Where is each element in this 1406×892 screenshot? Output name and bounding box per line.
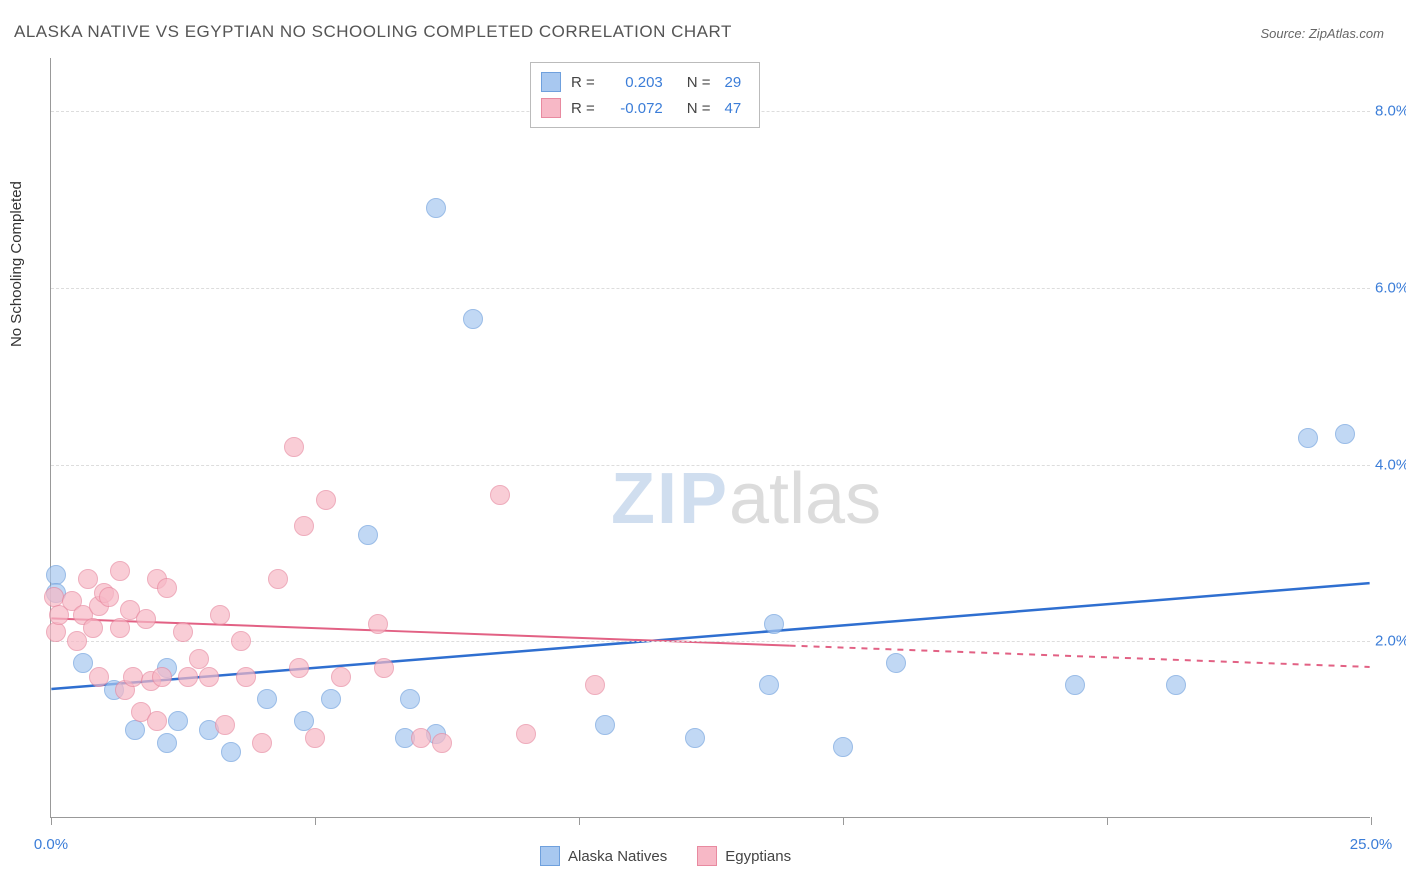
legend-n-label: N = — [687, 74, 711, 91]
source-attribution: Source: ZipAtlas.com — [1260, 26, 1384, 41]
data-point — [305, 728, 325, 748]
data-point — [368, 614, 388, 634]
data-point — [516, 724, 536, 744]
data-point — [432, 733, 452, 753]
x-tick — [315, 817, 316, 825]
data-point — [316, 490, 336, 510]
data-point — [231, 631, 251, 651]
legend-r-value: -0.072 — [609, 100, 663, 117]
data-point — [215, 715, 235, 735]
legend-row: R = -0.072 N = 47 — [541, 95, 745, 121]
data-point — [685, 728, 705, 748]
data-point — [210, 605, 230, 625]
legend-r-label: R = — [571, 74, 595, 91]
data-point — [125, 720, 145, 740]
legend-n-label: N = — [687, 100, 711, 117]
data-point — [257, 689, 277, 709]
legend-row: R = 0.203 N = 29 — [541, 69, 745, 95]
x-tick — [1371, 817, 1372, 825]
data-point — [595, 715, 615, 735]
series-legend-label: Egyptians — [725, 848, 791, 865]
series-legend: Alaska Natives Egyptians — [540, 846, 791, 866]
data-point — [1166, 675, 1186, 695]
data-point — [833, 737, 853, 757]
data-point — [110, 561, 130, 581]
grid-line — [51, 465, 1370, 466]
x-tick — [579, 817, 580, 825]
legend-swatch — [697, 846, 717, 866]
data-point — [199, 667, 219, 687]
data-point — [1298, 428, 1318, 448]
legend-swatch — [541, 72, 561, 92]
data-point — [252, 733, 272, 753]
series-legend-item: Egyptians — [697, 846, 791, 866]
x-tick — [51, 817, 52, 825]
y-tick-label: 4.0% — [1375, 456, 1406, 473]
legend-n-value: 47 — [725, 100, 742, 117]
data-point — [152, 667, 172, 687]
x-tick-label: 25.0% — [1350, 836, 1393, 853]
series-legend-label: Alaska Natives — [568, 848, 667, 865]
data-point — [173, 622, 193, 642]
correlation-legend: R = 0.203 N = 29 R = -0.072 N = 47 — [530, 62, 760, 128]
data-point — [1335, 424, 1355, 444]
data-point — [886, 653, 906, 673]
data-point — [178, 667, 198, 687]
data-point — [221, 742, 241, 762]
source-name: ZipAtlas.com — [1309, 26, 1384, 41]
data-point — [1065, 675, 1085, 695]
data-point — [123, 667, 143, 687]
data-point — [284, 437, 304, 457]
data-point — [46, 622, 66, 642]
scatter-chart: ZIPatlas 2.0%4.0%6.0%8.0%0.0%25.0% — [50, 58, 1370, 818]
legend-n-value: 29 — [725, 74, 742, 91]
data-point — [426, 198, 446, 218]
data-point — [89, 667, 109, 687]
y-tick-label: 8.0% — [1375, 103, 1406, 120]
data-point — [136, 609, 156, 629]
y-tick-label: 2.0% — [1375, 633, 1406, 650]
legend-r-value: 0.203 — [609, 74, 663, 91]
data-point — [236, 667, 256, 687]
data-point — [411, 728, 431, 748]
legend-r-label: R = — [571, 100, 595, 117]
data-point — [157, 578, 177, 598]
chart-title: ALASKA NATIVE VS EGYPTIAN NO SCHOOLING C… — [14, 22, 732, 42]
data-point — [764, 614, 784, 634]
x-tick — [1107, 817, 1108, 825]
data-point — [358, 525, 378, 545]
trend-lines — [51, 58, 1370, 817]
y-tick-label: 6.0% — [1375, 279, 1406, 296]
data-point — [289, 658, 309, 678]
data-point — [400, 689, 420, 709]
data-point — [331, 667, 351, 687]
data-point — [759, 675, 779, 695]
data-point — [157, 733, 177, 753]
grid-line — [51, 288, 1370, 289]
series-legend-item: Alaska Natives — [540, 846, 667, 866]
y-axis-label: No Schooling Completed — [8, 181, 25, 347]
data-point — [168, 711, 188, 731]
legend-swatch — [540, 846, 560, 866]
x-tick — [843, 817, 844, 825]
data-point — [268, 569, 288, 589]
data-point — [83, 618, 103, 638]
x-tick-label: 0.0% — [34, 836, 68, 853]
data-point — [99, 587, 119, 607]
data-point — [490, 485, 510, 505]
legend-swatch — [541, 98, 561, 118]
data-point — [67, 631, 87, 651]
data-point — [463, 309, 483, 329]
data-point — [294, 516, 314, 536]
source-prefix: Source: — [1260, 26, 1308, 41]
data-point — [147, 711, 167, 731]
data-point — [189, 649, 209, 669]
data-point — [321, 689, 341, 709]
data-point — [374, 658, 394, 678]
data-point — [585, 675, 605, 695]
data-point — [294, 711, 314, 731]
data-point — [110, 618, 130, 638]
